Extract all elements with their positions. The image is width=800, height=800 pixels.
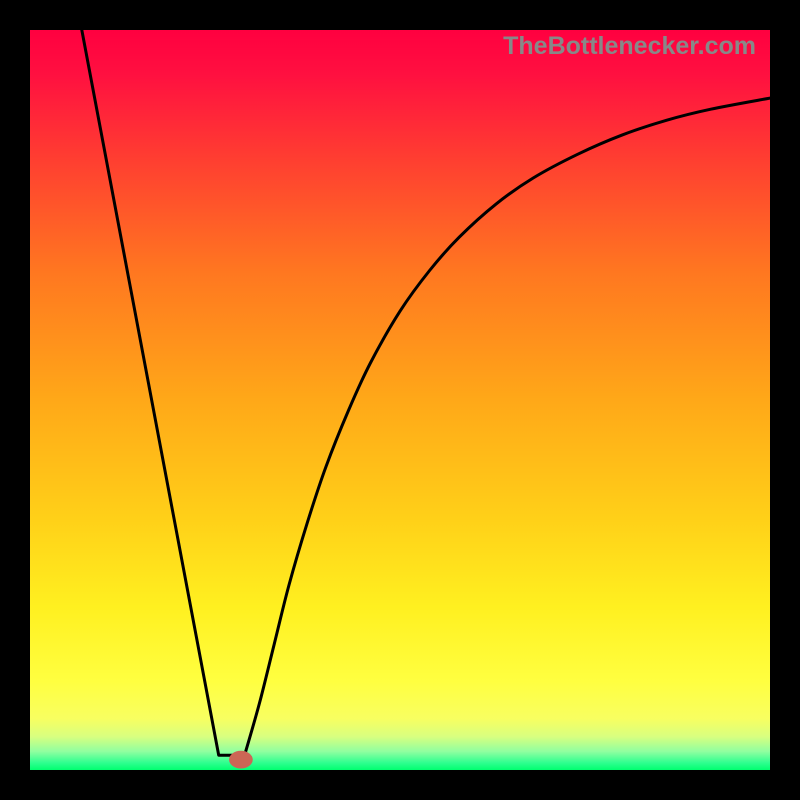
watermark-text: TheBottlenecker.com: [503, 32, 756, 61]
chart-frame: TheBottlenecker.com: [0, 0, 800, 800]
chart-svg: [30, 30, 770, 770]
plot-area: [30, 30, 770, 770]
bottleneck-marker: [229, 751, 253, 769]
